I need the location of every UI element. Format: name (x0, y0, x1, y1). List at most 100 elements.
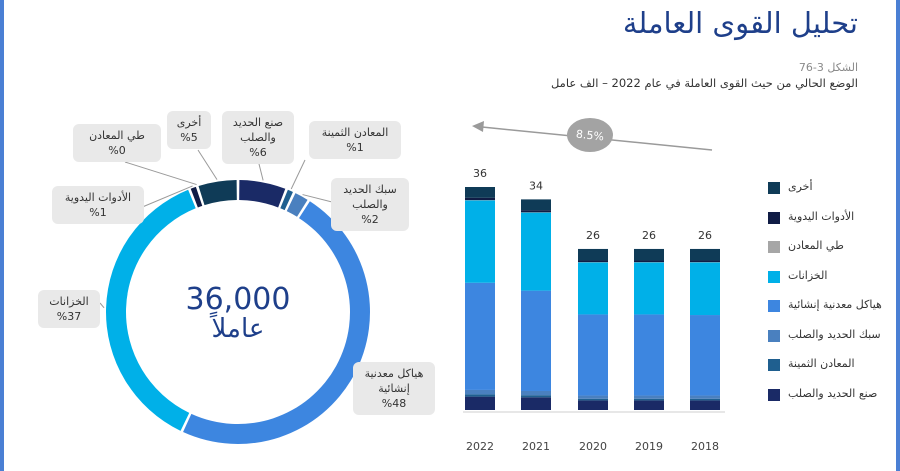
donut-callout: سبك الحديد والصلب %2 (331, 178, 409, 231)
figure-number: الشكل 3-76 (798, 61, 858, 74)
growth-arrow-head (472, 121, 484, 132)
callout-name: إنشائية (378, 382, 410, 395)
bar-segment-2020-0 (578, 400, 608, 410)
right-accent-border (896, 0, 900, 471)
legend-item: هياكل معدنية إنشائية (768, 298, 883, 314)
callout-value: %48 (381, 397, 407, 410)
bar-segment-2019-7 (634, 248, 664, 261)
callout-name: الخزانات (49, 295, 89, 308)
bar-segment-2019-3 (634, 314, 664, 396)
legend-swatch (768, 388, 780, 401)
growth-label: 8.5% (575, 128, 604, 144)
bar-segment-2022-6 (465, 197, 495, 201)
legend-swatch (768, 329, 780, 342)
donut-callout: الخزانات %37 (38, 290, 100, 328)
bar-segment-2019-1 (634, 398, 664, 401)
bar-segment-2018-6 (690, 260, 720, 263)
callout-leader (197, 149, 218, 180)
bar-category-label: 2019 (635, 440, 663, 453)
bar-segment-2019-4 (634, 262, 664, 315)
legend-label: سبك الحديد والصلب (788, 327, 881, 341)
bar-category-label: 2022 (466, 440, 494, 453)
bar-total-label: 26 (586, 229, 600, 242)
bar-segment-2021-0 (521, 397, 551, 410)
legend-item: الخزانات (768, 269, 883, 285)
bar-segment-2020-6 (578, 260, 608, 263)
legend-label: الأدوات اليدوية (788, 209, 855, 223)
legend-item: أخرى (768, 180, 883, 196)
bar-segment-2021-1 (521, 395, 551, 398)
callout-name: سبك الحديد (343, 183, 397, 196)
bar-segment-2021-4 (521, 212, 551, 291)
callout-leader (99, 302, 105, 309)
legend-label: هياكل معدنية إنشائية (788, 298, 882, 311)
legend-label: المعادن الثمينة (788, 357, 855, 370)
callout-value: %2 (361, 213, 379, 226)
bar-segment-2022-1 (465, 394, 495, 397)
bar-segment-2020-1 (578, 398, 608, 401)
legend-swatch (768, 182, 780, 194)
bar-segment-2022-7 (465, 187, 495, 198)
legend-item: المعادن الثمينة (768, 357, 883, 373)
donut-center-label: عاملاً (211, 314, 265, 344)
callout-value: %6 (249, 146, 267, 159)
legend-label: طي المعادن (788, 239, 844, 252)
callout-leader (139, 185, 193, 209)
callout-leader (302, 194, 337, 204)
callout-value: %0 (108, 144, 126, 157)
callout-leader (290, 159, 306, 190)
donut-callout: أخرى %5 (167, 111, 211, 149)
donut-slice-%6 (239, 180, 286, 208)
callout-name: هياكل معدنية (364, 367, 424, 380)
bar-segment-2020-3 (578, 314, 608, 396)
donut-callout: الأدوات اليدوية %1 (52, 186, 144, 224)
donut-callout: صنع الحديد والصلب %6 (222, 111, 294, 164)
legend-item: صنع الحديد والصلب (768, 387, 883, 403)
bar-segment-2018-0 (690, 400, 720, 410)
callout-value: %1 (346, 141, 364, 154)
donut-slice-%48 (183, 201, 371, 445)
legend-label: أخرى (788, 180, 813, 193)
donut-slice-%2 (286, 193, 308, 217)
bar-segment-2021-3 (521, 290, 551, 391)
bar-segment-2020-2 (578, 395, 608, 399)
donut-slice-%37 (105, 189, 196, 431)
bar-segment-2022-4 (465, 200, 495, 283)
donut-slice-%1 (190, 186, 203, 208)
left-accent-border (0, 0, 4, 471)
callout-name: المعادن الثمينة (321, 126, 389, 139)
bar-total-label: 26 (698, 229, 712, 242)
callout-name: طي المعادن (89, 129, 145, 142)
bar-segment-2021-6 (521, 210, 551, 213)
callout-name: صنع الحديد (232, 116, 284, 129)
bar-segment-2022-3 (465, 282, 495, 390)
bar-segment-2021-2 (521, 390, 551, 396)
growth-badge (567, 118, 613, 152)
bar-segment-2020-7 (578, 248, 608, 261)
callout-name: أخرى (176, 116, 202, 129)
legend-item: سبك الحديد والصلب (768, 328, 883, 344)
legend-item: الأدوات اليدوية (768, 210, 883, 226)
bar-segment-2018-4 (690, 262, 720, 316)
bar-segment-2019-2 (634, 395, 664, 399)
bar-segment-2019-6 (634, 260, 664, 263)
bar-segment-2022-2 (465, 389, 495, 395)
bar-segment-2018-7 (690, 248, 720, 261)
bar-segment-2022-0 (465, 396, 495, 410)
bar-total-label: 26 (642, 229, 656, 242)
donut-slice-%5 (198, 180, 237, 206)
callout-value: %5 (180, 131, 198, 144)
bar-category-label: 2021 (522, 440, 550, 453)
callout-name: الأدوات اليدوية (64, 191, 132, 204)
legend-swatch (768, 211, 780, 224)
donut-callout: هياكل معدنية إنشائية %48 (353, 362, 435, 415)
callout-name: والصلب (352, 198, 388, 211)
donut-center-value: 36,000 (185, 282, 291, 317)
bar-segment-2018-2 (690, 395, 720, 399)
bar-category-label: 2020 (579, 440, 607, 453)
legend-swatch (768, 270, 780, 283)
bar-segment-2020-4 (578, 262, 608, 315)
callout-name: والصلب (240, 131, 276, 144)
bar-segment-2018-1 (690, 398, 720, 401)
